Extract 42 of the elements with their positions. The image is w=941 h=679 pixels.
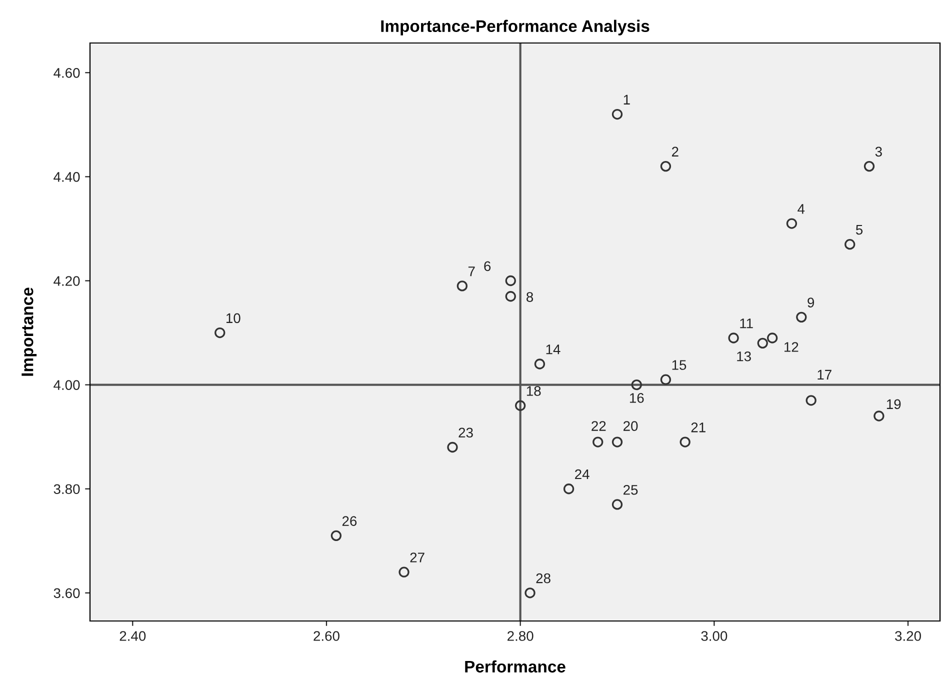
y-tick-label: 4.00 xyxy=(54,380,80,390)
annotation: 7 xyxy=(468,266,475,276)
annotation: 5 xyxy=(856,224,863,235)
y-tick-label: 4.60 xyxy=(54,68,80,78)
annotation: 12 xyxy=(784,342,798,352)
x-tick-label: 3.00 xyxy=(701,631,728,641)
annotation: 22 xyxy=(592,421,606,431)
annotation: 14 xyxy=(546,344,560,354)
annotation: 8 xyxy=(526,292,534,302)
annotation: 15 xyxy=(672,360,686,370)
annotation: 25 xyxy=(624,484,638,495)
x-tick-label: 3.20 xyxy=(895,631,921,641)
annotation: 1 xyxy=(624,94,630,104)
annotation: 10 xyxy=(226,313,240,324)
annotation: 26 xyxy=(342,516,357,526)
y-tick-label: 3.60 xyxy=(54,588,80,598)
x-tick-label: 2.60 xyxy=(314,631,340,641)
annotation: 11 xyxy=(740,318,753,328)
annotation: 21 xyxy=(691,422,706,432)
annotation: 27 xyxy=(410,552,424,562)
annotation: 17 xyxy=(818,370,832,380)
annotation: 20 xyxy=(624,421,638,431)
y-tick-label: 4.40 xyxy=(54,172,80,182)
annotation: 16 xyxy=(630,393,644,403)
annotation: 6 xyxy=(484,261,491,272)
annotation: 2 xyxy=(672,146,678,156)
annotation: 13 xyxy=(737,351,751,362)
annotation: 24 xyxy=(575,469,590,480)
x-axis-title: Performance xyxy=(465,660,566,673)
annotation: 18 xyxy=(526,386,541,396)
x-tick-label: 2.40 xyxy=(120,631,146,641)
annotation: 9 xyxy=(808,298,814,308)
y-tick-label: 3.80 xyxy=(54,484,80,494)
x-tick-label: 2.80 xyxy=(508,631,534,641)
y-tick-label: 4.20 xyxy=(54,276,80,286)
annotation: 4 xyxy=(798,204,805,214)
annotation: 28 xyxy=(536,573,550,584)
annotation: 3 xyxy=(875,146,882,157)
chart-title: Importance-Performance Analysis xyxy=(381,20,650,36)
annotation: 19 xyxy=(886,399,901,410)
y-axis-title: Importance xyxy=(22,288,37,376)
annotation: 23 xyxy=(458,428,473,438)
